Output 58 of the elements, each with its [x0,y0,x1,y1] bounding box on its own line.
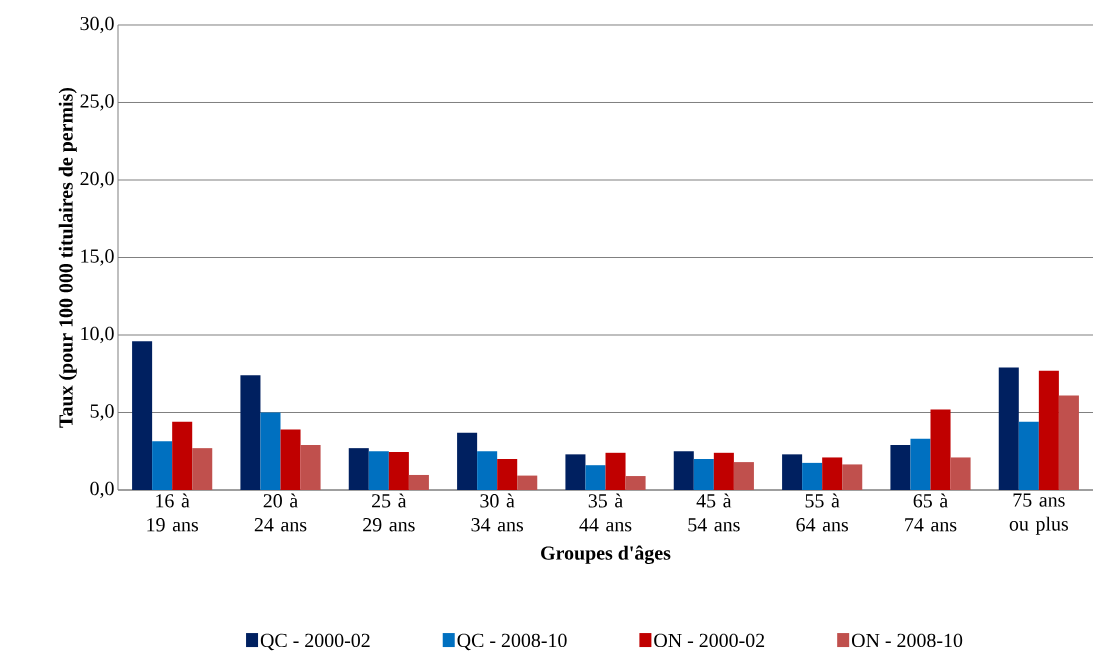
y-tick-label: 15,0 [81,249,114,266]
bar [240,375,261,490]
bar [693,459,714,490]
y-tick-label: 20,0 [80,171,114,189]
bar [192,448,213,490]
x-tick-label: 20 à 24 ans [254,493,307,532]
legend-label: QC - 2000-02 [260,633,370,651]
y-axis-title: Taux (pour 100 000 titulaires de permis) [58,87,77,428]
x-tick-label: 35 à 44 ans [579,493,632,532]
bar [132,341,153,490]
bar [388,452,409,490]
x-tick-label: 65 à 74 ans [905,493,957,532]
bar [280,429,301,490]
bar [842,464,863,490]
bar [733,462,754,490]
bar [625,476,646,490]
bar [998,367,1019,490]
bar [1038,370,1059,490]
y-tick-label: 25,0 [80,94,114,111]
x-axis-title: Groupes d'âges [541,545,671,564]
legend-label: ON - 2008-10 [851,633,963,648]
bar [910,438,931,490]
bar [408,474,429,490]
x-tick-label: 30 à 34 ans [471,493,524,532]
bar [300,445,321,490]
bar [890,445,911,490]
x-tick-label: 16 à 19 ans [147,493,198,532]
y-tick-label: 30,0 [80,16,114,34]
x-tick-label: 45 à 54 ans [688,493,740,532]
bar [605,452,626,490]
legend-label: QC - 2008-10 [457,633,567,651]
bar [822,457,843,490]
bar [457,432,478,490]
x-tick-label: 75 ans ou plus [1009,493,1068,535]
bar [368,451,389,490]
bar [950,457,971,490]
bar [585,465,606,490]
bar [497,459,518,490]
bar [565,454,586,490]
y-tick-label: 5,0 [90,404,114,421]
bar [673,451,694,490]
bar [152,441,173,490]
bar [348,448,369,490]
legend-label: ON - 2000-02 [654,633,765,648]
bar [1058,395,1079,490]
bar [477,451,498,490]
bar [930,409,951,490]
bar [260,412,281,490]
x-tick-label: 55 à 64 ans [796,493,849,532]
y-tick-label: 0,0 [90,481,114,499]
bar [802,462,823,490]
bar [713,452,734,490]
x-tick-label: 25 à 29 ans [363,493,415,532]
y-tick-label: 10,0 [81,326,114,344]
bar [517,475,538,490]
bar [782,454,803,490]
bar [1018,421,1039,490]
bar [172,421,193,490]
